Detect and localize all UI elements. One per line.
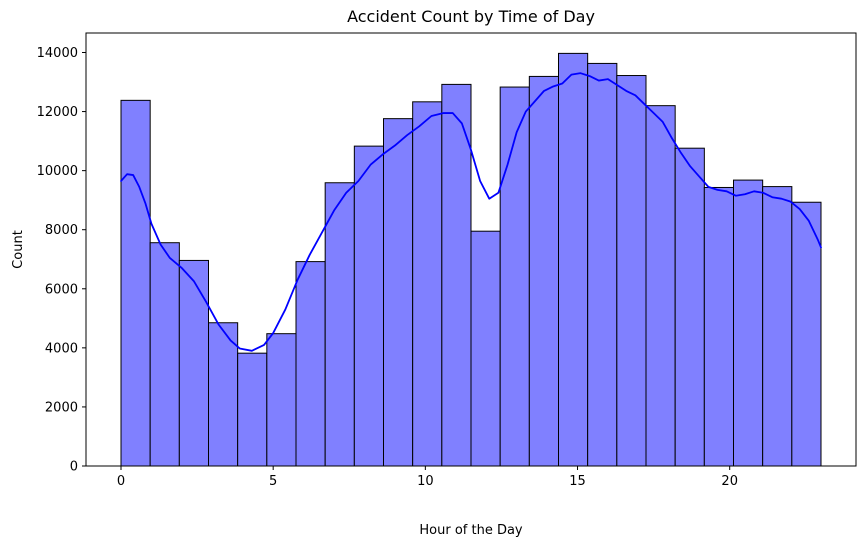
histogram-bar	[762, 186, 793, 467]
y-tick-label: 2000	[45, 400, 78, 415]
chart-title: Accident Count by Time of Day	[347, 7, 595, 26]
histogram-bar	[470, 230, 501, 467]
plot-frame	[85, 32, 857, 467]
histogram-bar	[733, 179, 764, 467]
x-tick-label: 5	[269, 474, 277, 489]
x-tick-label: 20	[721, 474, 738, 489]
y-tick-label: 8000	[45, 223, 78, 238]
x-tick-label: 15	[569, 474, 586, 489]
y-tick-label: 0	[70, 460, 78, 475]
histogram-bar	[441, 83, 472, 467]
histogram-bar	[703, 186, 735, 467]
histogram-bar	[645, 105, 676, 467]
histogram-bar	[178, 259, 210, 467]
histogram-bar	[149, 242, 180, 467]
bars-group	[120, 52, 822, 467]
histogram-bar	[499, 86, 530, 467]
kde-line	[120, 72, 822, 352]
histogram-bar	[353, 145, 384, 467]
histogram-bar	[295, 261, 326, 467]
y-tick-label: 6000	[45, 282, 78, 297]
histogram-bar	[266, 333, 297, 467]
x-axis-title: Hour of the Day	[419, 523, 523, 538]
histogram-bar	[120, 99, 151, 467]
kde-group	[120, 72, 822, 352]
y-tick-label: 14000	[37, 46, 78, 61]
histogram-bar	[791, 201, 822, 467]
y-tick-label: 10000	[37, 164, 78, 179]
histogram-bar	[412, 101, 443, 467]
x-tick-label: 10	[417, 474, 434, 489]
histogram-bar	[558, 52, 589, 467]
histogram-bar	[674, 147, 705, 467]
y-axis-ticks: 0 2000 4000 6000 8000 10000 12000 14000	[37, 46, 86, 475]
x-axis-ticks: 0 5 10 15 20	[117, 466, 738, 489]
histogram-bar	[324, 182, 355, 467]
y-axis-title: Count	[11, 230, 26, 269]
histogram-bar	[528, 75, 560, 467]
histogram-bar	[587, 62, 618, 467]
histogram-bar	[208, 322, 239, 467]
x-tick-label: 0	[117, 474, 125, 489]
histogram-bar	[383, 118, 414, 467]
histogram-bar	[237, 352, 268, 467]
y-tick-label: 12000	[37, 105, 78, 120]
y-tick-label: 4000	[45, 341, 78, 356]
histogram-bar	[616, 75, 647, 467]
